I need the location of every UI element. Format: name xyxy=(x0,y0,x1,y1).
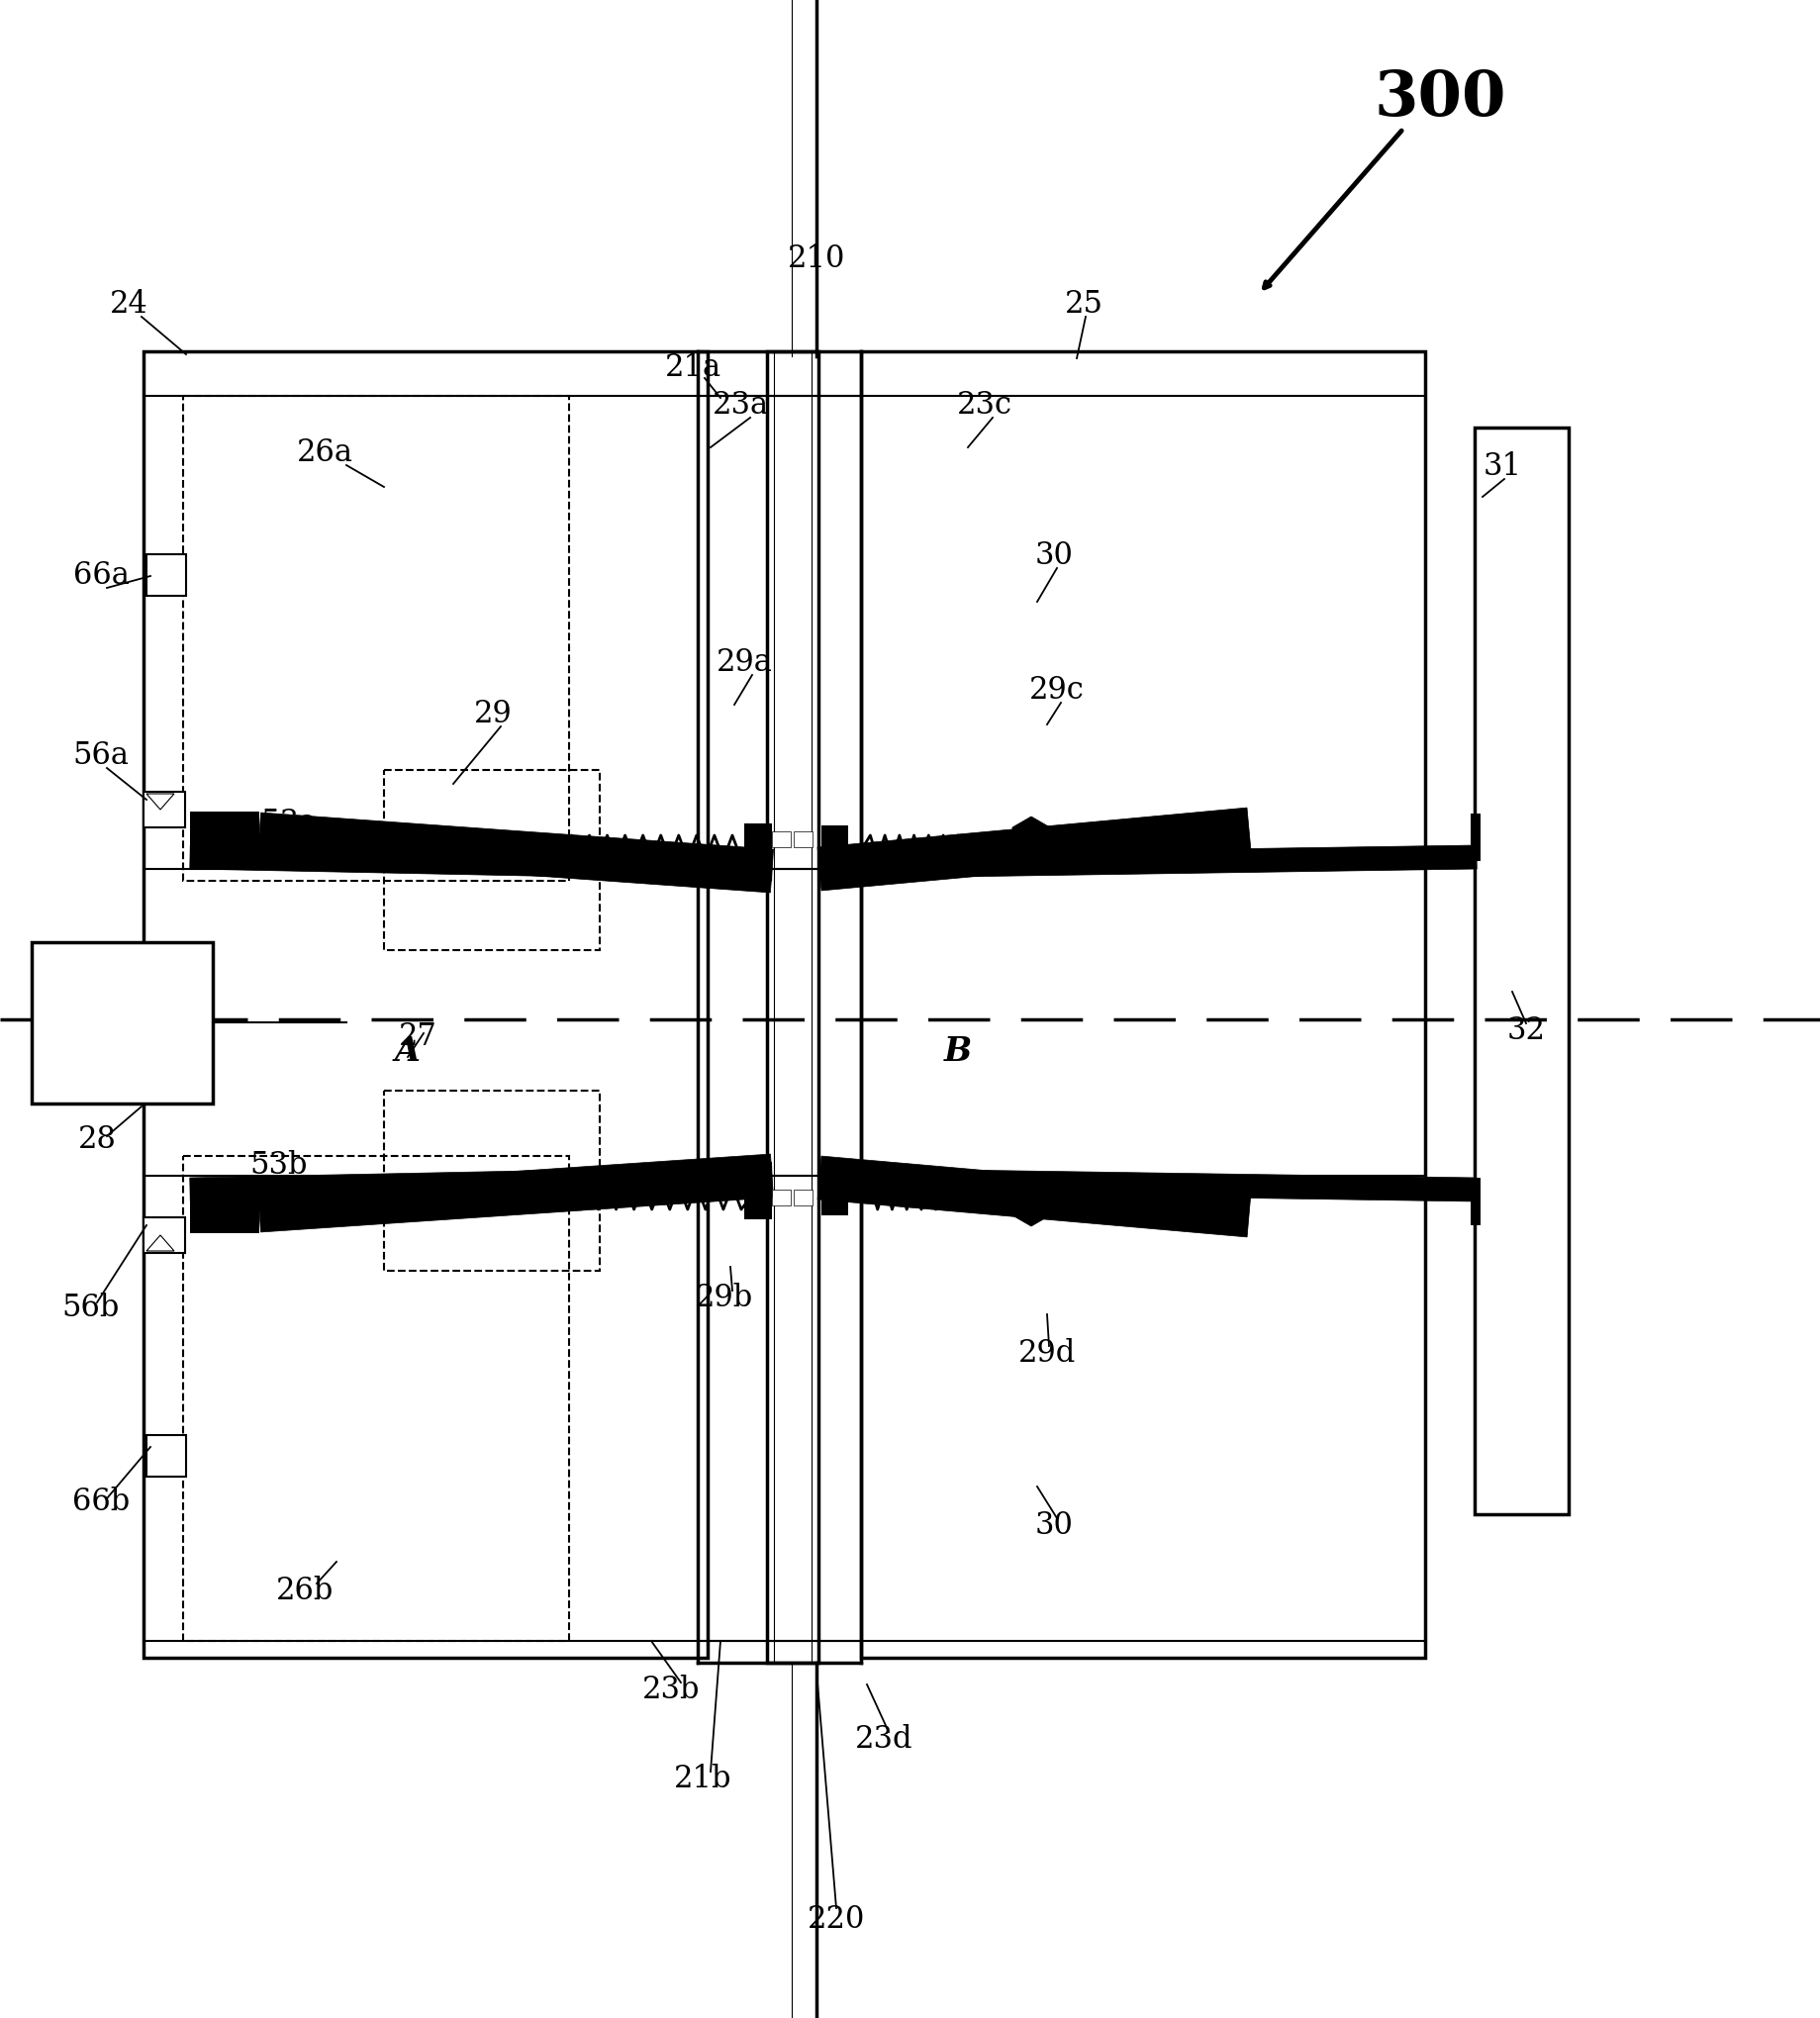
Text: 66a: 66a xyxy=(73,561,129,591)
Bar xyxy=(772,1191,790,1205)
Bar xyxy=(31,942,213,1104)
Text: 23d: 23d xyxy=(854,1725,912,1756)
Bar xyxy=(1471,813,1480,862)
Polygon shape xyxy=(817,1156,1250,1237)
Bar xyxy=(821,1162,848,1215)
Text: 29b: 29b xyxy=(695,1283,753,1314)
Bar xyxy=(794,831,812,848)
Bar xyxy=(861,351,1425,1657)
Text: 30: 30 xyxy=(1034,1511,1072,1542)
Polygon shape xyxy=(189,846,772,880)
Text: 24: 24 xyxy=(109,289,147,321)
Text: 29a: 29a xyxy=(715,648,772,678)
Bar xyxy=(144,1217,186,1253)
Text: 23a: 23a xyxy=(712,389,768,422)
Text: 23c: 23c xyxy=(957,389,1012,422)
Polygon shape xyxy=(1012,817,1050,860)
Polygon shape xyxy=(258,813,774,892)
Text: A: A xyxy=(395,1035,420,1068)
Polygon shape xyxy=(819,1168,1476,1201)
Text: 220: 220 xyxy=(806,1905,864,1935)
Bar xyxy=(184,1156,568,1641)
Text: 53b: 53b xyxy=(249,1150,308,1181)
Bar xyxy=(144,351,708,1657)
Bar xyxy=(766,351,817,1663)
Bar xyxy=(1471,1179,1480,1225)
Bar xyxy=(189,1189,258,1233)
Polygon shape xyxy=(189,1166,772,1201)
Text: 23b: 23b xyxy=(642,1675,699,1705)
Text: 29: 29 xyxy=(473,698,511,731)
Bar xyxy=(772,831,790,848)
Bar xyxy=(146,555,186,595)
Text: B: B xyxy=(943,1035,972,1068)
Polygon shape xyxy=(146,1235,175,1251)
Bar xyxy=(146,1435,186,1477)
Polygon shape xyxy=(817,807,1250,890)
Bar xyxy=(744,1162,772,1219)
Bar xyxy=(744,823,772,880)
Text: 26b: 26b xyxy=(277,1576,333,1606)
Text: 32: 32 xyxy=(1505,1015,1545,1047)
Text: 53a: 53a xyxy=(260,807,317,839)
Polygon shape xyxy=(146,793,175,809)
Text: 26a: 26a xyxy=(297,438,353,468)
Text: 25: 25 xyxy=(1065,289,1103,321)
Text: 66b: 66b xyxy=(73,1487,129,1518)
Text: 21b: 21b xyxy=(673,1764,732,1794)
Bar xyxy=(1474,428,1567,1514)
Bar xyxy=(184,396,568,880)
Bar xyxy=(821,825,848,880)
Polygon shape xyxy=(819,846,1476,880)
Bar xyxy=(384,771,599,950)
Text: 31: 31 xyxy=(1481,452,1522,482)
Text: 21a: 21a xyxy=(664,353,721,383)
Text: 300: 300 xyxy=(1372,69,1505,129)
Text: 210: 210 xyxy=(788,244,844,274)
Text: 27: 27 xyxy=(399,1021,437,1053)
Text: 30: 30 xyxy=(1034,541,1072,571)
Bar xyxy=(189,811,258,858)
Bar xyxy=(144,791,186,827)
Text: 29c: 29c xyxy=(1028,676,1085,706)
Text: 56a: 56a xyxy=(73,741,129,771)
Bar xyxy=(384,1090,599,1271)
Polygon shape xyxy=(1012,1183,1050,1227)
Bar xyxy=(794,1191,812,1205)
Text: 56b: 56b xyxy=(62,1294,120,1324)
Polygon shape xyxy=(258,1154,774,1233)
Text: 29d: 29d xyxy=(1017,1338,1076,1370)
Text: 28: 28 xyxy=(78,1124,116,1156)
